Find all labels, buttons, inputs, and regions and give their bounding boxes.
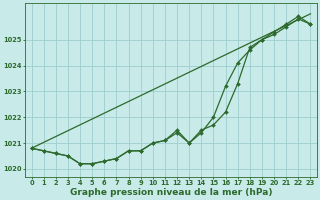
X-axis label: Graphe pression niveau de la mer (hPa): Graphe pression niveau de la mer (hPa) <box>70 188 272 197</box>
